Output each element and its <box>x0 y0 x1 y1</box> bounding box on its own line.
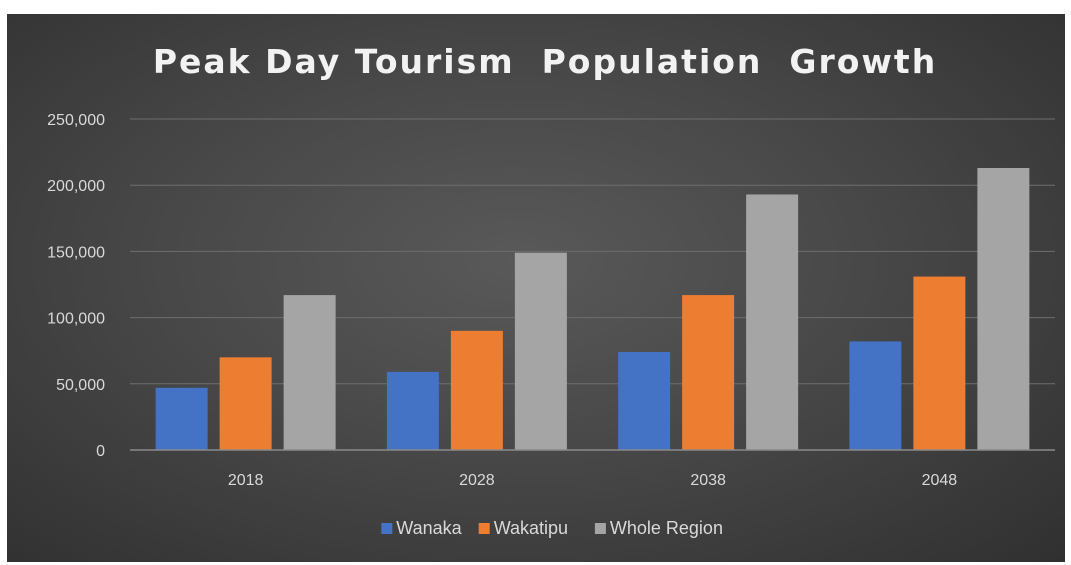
y-tick-label: 200,000 <box>47 178 105 195</box>
bars <box>155 167 1030 450</box>
bar-whole-region-2028[interactable] <box>514 252 567 450</box>
bar-wakatipu-2018[interactable] <box>219 357 272 450</box>
legend-item-whole-region[interactable]: Whole Region <box>594 518 723 538</box>
y-tick-label: 50,000 <box>56 377 105 394</box>
y-axis: 0 50,000 100,000 150,000 200,000 250,000 <box>47 112 105 460</box>
x-tick-label: 2048 <box>922 472 958 489</box>
bar-whole-region-2018[interactable] <box>283 295 336 450</box>
bar-whole-region-2048[interactable] <box>977 167 1030 450</box>
legend-label: Whole Region <box>610 518 723 538</box>
x-tick-label: 2018 <box>228 472 264 489</box>
bar-wakatipu-2048[interactable] <box>913 276 966 450</box>
y-tick-label: 150,000 <box>47 244 105 261</box>
bar-whole-region-2038[interactable] <box>746 194 799 450</box>
bar-wakatipu-2038[interactable] <box>682 295 735 450</box>
legend-label: Wanaka <box>396 518 462 538</box>
legend-item-wanaka[interactable]: Wanaka <box>381 518 463 538</box>
x-tick-label: 2038 <box>690 472 726 489</box>
x-tick-label: 2028 <box>459 472 495 489</box>
legend[interactable]: Wanaka Wakatipu Whole Region <box>381 518 723 538</box>
bar-wanaka-2028[interactable] <box>386 371 439 450</box>
legend-swatch <box>478 523 490 534</box>
bar-wanaka-2038[interactable] <box>618 352 671 450</box>
x-axis: 2018 2028 2038 2048 <box>130 449 1055 489</box>
legend-swatch <box>594 523 606 534</box>
y-tick-label: 0 <box>96 443 105 460</box>
y-tick-label: 100,000 <box>47 311 105 328</box>
legend-item-wakatipu[interactable]: Wakatipu <box>478 518 568 538</box>
bar-wanaka-2048[interactable] <box>849 341 902 450</box>
bar-wanaka-2018[interactable] <box>155 387 208 450</box>
legend-label: Wakatipu <box>494 518 568 538</box>
chart-title: Peak Day Tourism Population Growth <box>153 42 937 81</box>
y-tick-label: 250,000 <box>47 112 105 129</box>
bar-wakatipu-2028[interactable] <box>450 330 503 450</box>
legend-swatch <box>381 523 393 534</box>
